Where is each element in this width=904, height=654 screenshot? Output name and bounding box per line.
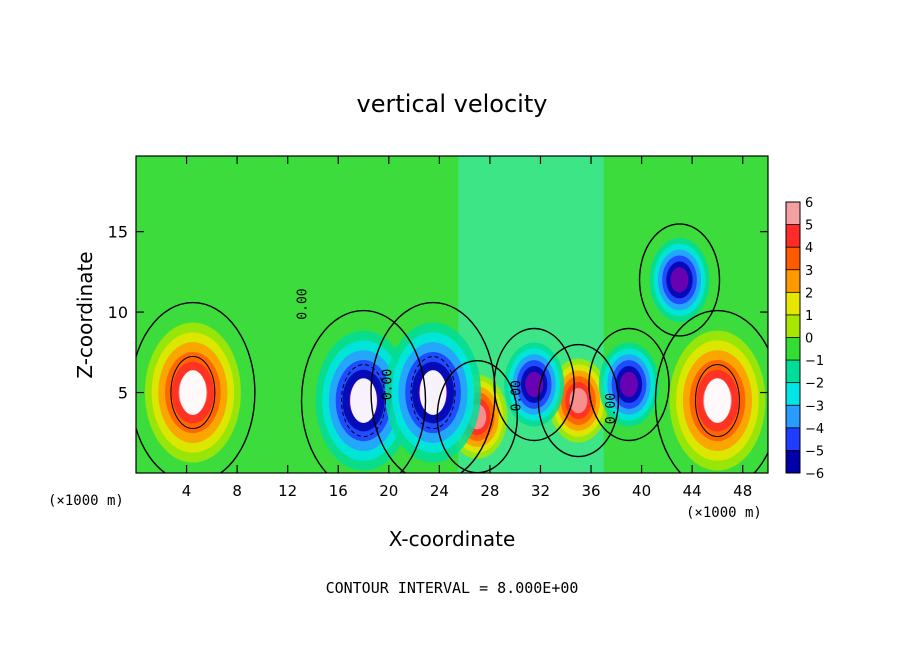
colorbar-swatch-4 bbox=[786, 292, 800, 315]
y-tick-label-1: 10 bbox=[108, 303, 128, 322]
field-blob-8-level-5 bbox=[670, 267, 689, 293]
x-tick-label-2: 12 bbox=[278, 482, 297, 500]
x-tick-label-1: 8 bbox=[232, 482, 242, 500]
x-tick-label-4: 20 bbox=[379, 482, 398, 500]
colorbar-swatch-10 bbox=[786, 427, 800, 451]
y-tick-label-0: 5 bbox=[118, 384, 128, 403]
inner-contour-0 bbox=[170, 356, 216, 430]
colorbar-label-7: −1 bbox=[805, 354, 824, 369]
colorbar-label-3: 3 bbox=[805, 264, 813, 279]
colorbar-swatch-6 bbox=[786, 337, 800, 361]
colorbar-label-5: 1 bbox=[805, 309, 813, 324]
zero-contour-3 bbox=[654, 309, 768, 473]
x-tick-label-5: 24 bbox=[430, 482, 449, 500]
x-axis: 4 8 12 16 20 24 28 32 36 40 44 48 bbox=[182, 156, 752, 500]
contour-label-0: 0.00 bbox=[296, 288, 311, 319]
colorbar-swatch-3 bbox=[786, 269, 800, 293]
x-tick-label-6: 28 bbox=[480, 482, 499, 500]
inner-contour-5 bbox=[410, 356, 456, 430]
colorbar-swatch-9 bbox=[786, 405, 800, 428]
colorbar-label-2: 4 bbox=[805, 241, 813, 256]
zero-contour-0 bbox=[136, 301, 256, 473]
colorbar-label-9: −3 bbox=[805, 399, 824, 414]
colorbar-swatch-8 bbox=[786, 382, 800, 406]
field-blob-4-core bbox=[350, 378, 377, 423]
x-tick-label-9: 40 bbox=[632, 482, 651, 500]
colorbar: 6 5 4 3 2 1 0 −1 −2 −3 −4 −5 −6 bbox=[785, 196, 824, 482]
plot-frame bbox=[135, 155, 769, 474]
x-axis-label: X-coordinate bbox=[389, 527, 516, 551]
y-axis: 5 10 15 bbox=[108, 223, 768, 403]
x-tick-label-3: 16 bbox=[329, 482, 348, 500]
inner-contour-4 bbox=[341, 364, 387, 438]
chart-title: vertical velocity bbox=[357, 90, 548, 118]
colorbar-label-0: 6 bbox=[805, 196, 813, 211]
colorbar-label-1: 5 bbox=[805, 219, 813, 234]
field-blob-5-core bbox=[419, 370, 447, 415]
zero-contour-8 bbox=[638, 223, 721, 337]
contour-label-3: 0.00 bbox=[604, 393, 619, 424]
field-blob-0-core bbox=[179, 370, 207, 415]
colorbar-swatch-7 bbox=[786, 360, 800, 383]
zero-contour-4 bbox=[300, 309, 427, 473]
colorbar-label-12: −6 bbox=[805, 467, 824, 482]
x-unit-label-right: (×1000 m) bbox=[686, 505, 762, 521]
zero-contour-2 bbox=[537, 343, 620, 458]
field-blob-7-level-5 bbox=[619, 371, 638, 398]
y-tick-label-2: 15 bbox=[108, 223, 128, 242]
colorbar-label-6: 0 bbox=[805, 332, 813, 347]
x-tick-label-10: 44 bbox=[683, 482, 702, 500]
inner-contour-3 bbox=[694, 364, 740, 438]
zero-contour-7 bbox=[588, 327, 670, 442]
colorbar-label-10: −4 bbox=[805, 422, 824, 437]
y-axis-label: Z-coordinate bbox=[73, 251, 97, 378]
x-tick-label-0: 4 bbox=[182, 482, 192, 500]
contour-interval-footer: CONTOUR INTERVAL = 8.000E+00 bbox=[326, 579, 579, 597]
contour-label-1: 0.00 bbox=[380, 369, 395, 400]
colorbar-label-4: 2 bbox=[805, 286, 813, 301]
contour-label-2: 0.00 bbox=[509, 380, 524, 411]
x-unit-label-left: (×1000 m) bbox=[48, 493, 124, 509]
contour-labels: 0.00 0.00 0.00 0.00 bbox=[296, 288, 619, 424]
colorbar-swatch-0 bbox=[786, 202, 800, 225]
colorbar-swatch-5 bbox=[786, 314, 800, 338]
field-blob-3-core bbox=[704, 378, 731, 423]
colorbar-label-11: −5 bbox=[805, 444, 824, 459]
colorbar-swatch-11 bbox=[786, 450, 800, 473]
colorbar-swatch-2 bbox=[786, 247, 800, 270]
x-tick-label-11: 48 bbox=[733, 482, 752, 500]
colorbar-label-8: −2 bbox=[805, 377, 824, 392]
velocity-field bbox=[136, 156, 768, 473]
x-tick-label-7: 32 bbox=[531, 482, 550, 500]
colorbar-swatch-1 bbox=[786, 224, 800, 248]
x-tick-label-8: 36 bbox=[581, 482, 600, 500]
zero-contours bbox=[136, 223, 768, 473]
zero-contour-6 bbox=[493, 327, 575, 442]
